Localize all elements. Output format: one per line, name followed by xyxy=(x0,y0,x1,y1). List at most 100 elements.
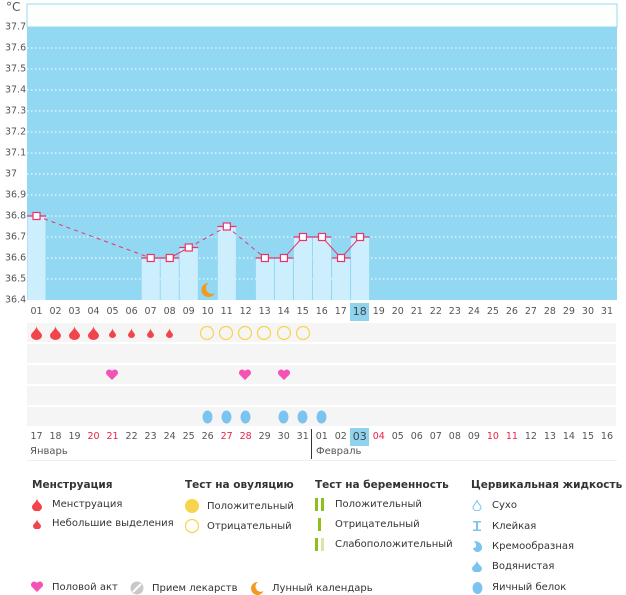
date-label[interactable]: 18 xyxy=(49,431,62,442)
grid-cell[interactable] xyxy=(255,344,274,363)
grid-cell[interactable] xyxy=(483,386,502,405)
grid-cell[interactable] xyxy=(217,386,236,405)
grid-cell[interactable] xyxy=(559,323,579,342)
grid-cell[interactable] xyxy=(255,386,274,405)
grid-cell[interactable] xyxy=(331,386,350,405)
grid-cell[interactable] xyxy=(293,344,312,363)
grid-cell[interactable] xyxy=(521,323,540,342)
grid-cell[interactable] xyxy=(84,386,103,405)
grid-cell[interactable] xyxy=(350,386,369,405)
grid-cell[interactable] xyxy=(160,323,179,342)
grid-cell[interactable] xyxy=(179,344,198,363)
grid-cell[interactable] xyxy=(464,365,483,384)
grid-cell[interactable] xyxy=(293,407,312,426)
cycle-day-label[interactable]: 12 xyxy=(239,306,252,317)
grid-cell[interactable] xyxy=(388,323,407,342)
grid-cell[interactable] xyxy=(84,344,103,363)
grid-cell[interactable] xyxy=(312,344,331,363)
grid-cell[interactable] xyxy=(502,386,521,405)
grid-cell[interactable] xyxy=(407,365,426,384)
grid-cell[interactable] xyxy=(559,365,579,384)
grid-cell[interactable] xyxy=(540,386,560,405)
grid-cell[interactable] xyxy=(350,344,369,363)
grid-cell[interactable] xyxy=(464,407,483,426)
cycle-day-label[interactable]: 13 xyxy=(258,306,271,317)
grid-cell[interactable] xyxy=(407,407,426,426)
grid-cell[interactable] xyxy=(293,365,312,384)
grid-cell[interactable] xyxy=(46,365,65,384)
grid-cell[interactable] xyxy=(464,344,483,363)
grid-cell[interactable] xyxy=(388,386,407,405)
grid-cell[interactable] xyxy=(27,407,46,426)
grid-cell[interactable] xyxy=(597,386,617,405)
grid-cell[interactable] xyxy=(27,323,46,342)
cycle-day-label[interactable]: 01 xyxy=(30,306,43,317)
date-label[interactable]: 09 xyxy=(467,431,480,442)
grid-cell[interactable] xyxy=(217,323,236,342)
cycle-day-label[interactable]: 08 xyxy=(163,306,176,317)
cycle-day-label[interactable]: 17 xyxy=(334,306,347,317)
grid-cell[interactable] xyxy=(483,323,502,342)
grid-cell[interactable] xyxy=(255,323,274,342)
cycle-day-label[interactable]: 30 xyxy=(581,306,594,317)
date-label[interactable]: 02 xyxy=(334,431,347,442)
date-label[interactable]: 05 xyxy=(391,431,404,442)
grid-cell[interactable] xyxy=(312,407,331,426)
grid-cell[interactable] xyxy=(540,407,560,426)
grid-cell[interactable] xyxy=(331,407,350,426)
grid-cell[interactable] xyxy=(369,407,388,426)
grid-cell[interactable] xyxy=(578,407,598,426)
grid-cell[interactable] xyxy=(578,344,598,363)
grid-cell[interactable] xyxy=(483,407,502,426)
date-label[interactable]: 24 xyxy=(163,431,176,442)
grid-cell[interactable] xyxy=(217,365,236,384)
grid-cell[interactable] xyxy=(445,323,464,342)
grid-cell[interactable] xyxy=(540,365,560,384)
grid-cell[interactable] xyxy=(407,344,426,363)
date-label[interactable]: 28 xyxy=(239,431,252,442)
grid-cell[interactable] xyxy=(426,386,445,405)
grid-cell[interactable] xyxy=(103,323,122,342)
grid-cell[interactable] xyxy=(350,323,369,342)
cycle-day-label[interactable]: 28 xyxy=(543,306,556,317)
cycle-day-label[interactable]: 10 xyxy=(201,306,214,317)
grid-cell[interactable] xyxy=(597,407,617,426)
date-label[interactable]: 29 xyxy=(258,431,271,442)
cycle-day-label[interactable]: 27 xyxy=(524,306,537,317)
grid-cell[interactable] xyxy=(46,344,65,363)
date-label[interactable]: 16 xyxy=(600,431,614,442)
grid-cell[interactable] xyxy=(312,365,331,384)
cycle-day-label[interactable]: 20 xyxy=(391,306,404,317)
grid-cell[interactable] xyxy=(122,323,141,342)
cycle-day-label[interactable]: 21 xyxy=(410,306,423,317)
grid-cell[interactable] xyxy=(293,323,312,342)
grid-cell[interactable] xyxy=(559,386,579,405)
grid-cell[interactable] xyxy=(312,386,331,405)
cycle-day-label[interactable]: 07 xyxy=(144,306,157,317)
cycle-day-label[interactable]: 26 xyxy=(505,306,518,317)
grid-cell[interactable] xyxy=(331,365,350,384)
date-label[interactable]: 04 xyxy=(372,431,385,442)
grid-cell[interactable] xyxy=(578,386,598,405)
grid-cell[interactable] xyxy=(388,344,407,363)
date-label[interactable]: 06 xyxy=(410,431,423,442)
grid-cell[interactable] xyxy=(274,323,293,342)
grid-cell[interactable] xyxy=(65,323,84,342)
grid-cell[interactable] xyxy=(521,344,540,363)
grid-cell[interactable] xyxy=(122,386,141,405)
grid-cell[interactable] xyxy=(464,386,483,405)
grid-cell[interactable] xyxy=(426,407,445,426)
grid-cell[interactable] xyxy=(198,344,217,363)
grid-cell[interactable] xyxy=(540,344,560,363)
grid-cell[interactable] xyxy=(331,323,350,342)
grid-cell[interactable] xyxy=(274,386,293,405)
grid-cell[interactable] xyxy=(46,386,65,405)
grid-cell[interactable] xyxy=(46,323,65,342)
grid-cell[interactable] xyxy=(559,344,579,363)
grid-cell[interactable] xyxy=(255,407,274,426)
grid-cell[interactable] xyxy=(426,365,445,384)
date-label[interactable]: 14 xyxy=(562,431,575,442)
date-label[interactable]: 03 xyxy=(350,428,370,446)
grid-cell[interactable] xyxy=(426,344,445,363)
grid-cell[interactable] xyxy=(445,344,464,363)
